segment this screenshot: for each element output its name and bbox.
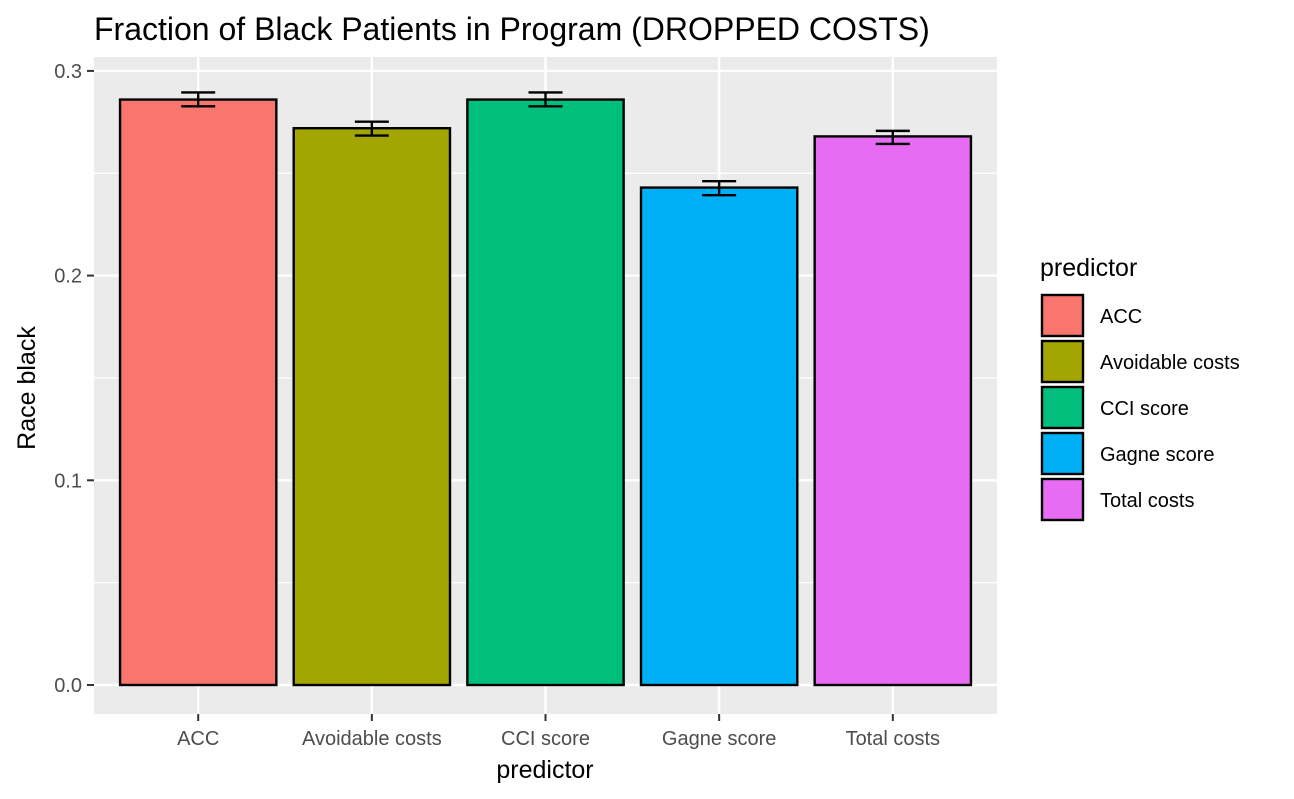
legend-key xyxy=(1040,431,1085,476)
legend-key xyxy=(1040,477,1085,522)
legend-label: ACC xyxy=(1100,306,1142,328)
error-bar xyxy=(354,120,389,137)
legend-label: CCI score xyxy=(1100,398,1189,420)
legend-label: Total costs xyxy=(1100,490,1194,512)
y-tick-label: 0.3 xyxy=(54,61,82,83)
bar xyxy=(466,98,625,687)
y-tick-label: 0.2 xyxy=(54,266,82,288)
y-axis-title: Race black xyxy=(13,326,41,450)
y-tick-label: 0.1 xyxy=(54,470,82,492)
legend-title: predictor xyxy=(1040,254,1137,282)
y-tick-label: 0.0 xyxy=(54,675,82,697)
x-axis: ACC Avoidable costs CCI score Gagne score To… xyxy=(177,714,940,750)
error-bar xyxy=(181,91,216,108)
legend-key xyxy=(1040,293,1085,338)
legend-label: Gagne score xyxy=(1100,444,1215,466)
bar xyxy=(813,135,973,687)
legend-key xyxy=(1040,385,1085,430)
bar xyxy=(639,186,799,687)
x-tick-label: ACC xyxy=(177,728,219,750)
bar xyxy=(292,127,452,687)
x-tick-label: CCI score xyxy=(501,728,590,750)
chart-title: Fraction of Black Patients in Program (D… xyxy=(94,11,930,47)
x-axis-title: predictor xyxy=(496,756,593,784)
bar xyxy=(118,98,278,687)
error-bar xyxy=(528,91,563,108)
x-tick-label: Gagne score xyxy=(662,728,777,750)
x-tick-label: Avoidable costs xyxy=(302,728,442,750)
legend: predictor ACC Avoidable costs CCI score Gag… xyxy=(1040,254,1240,522)
y-axis: 0.0 0.1 0.2 0.3 xyxy=(54,61,94,697)
x-tick-label: Total costs xyxy=(846,728,940,750)
bars xyxy=(118,91,973,687)
error-bar xyxy=(875,129,910,146)
error-bar xyxy=(702,180,737,197)
legend-label: Avoidable costs xyxy=(1100,352,1240,374)
legend-key xyxy=(1040,339,1085,384)
